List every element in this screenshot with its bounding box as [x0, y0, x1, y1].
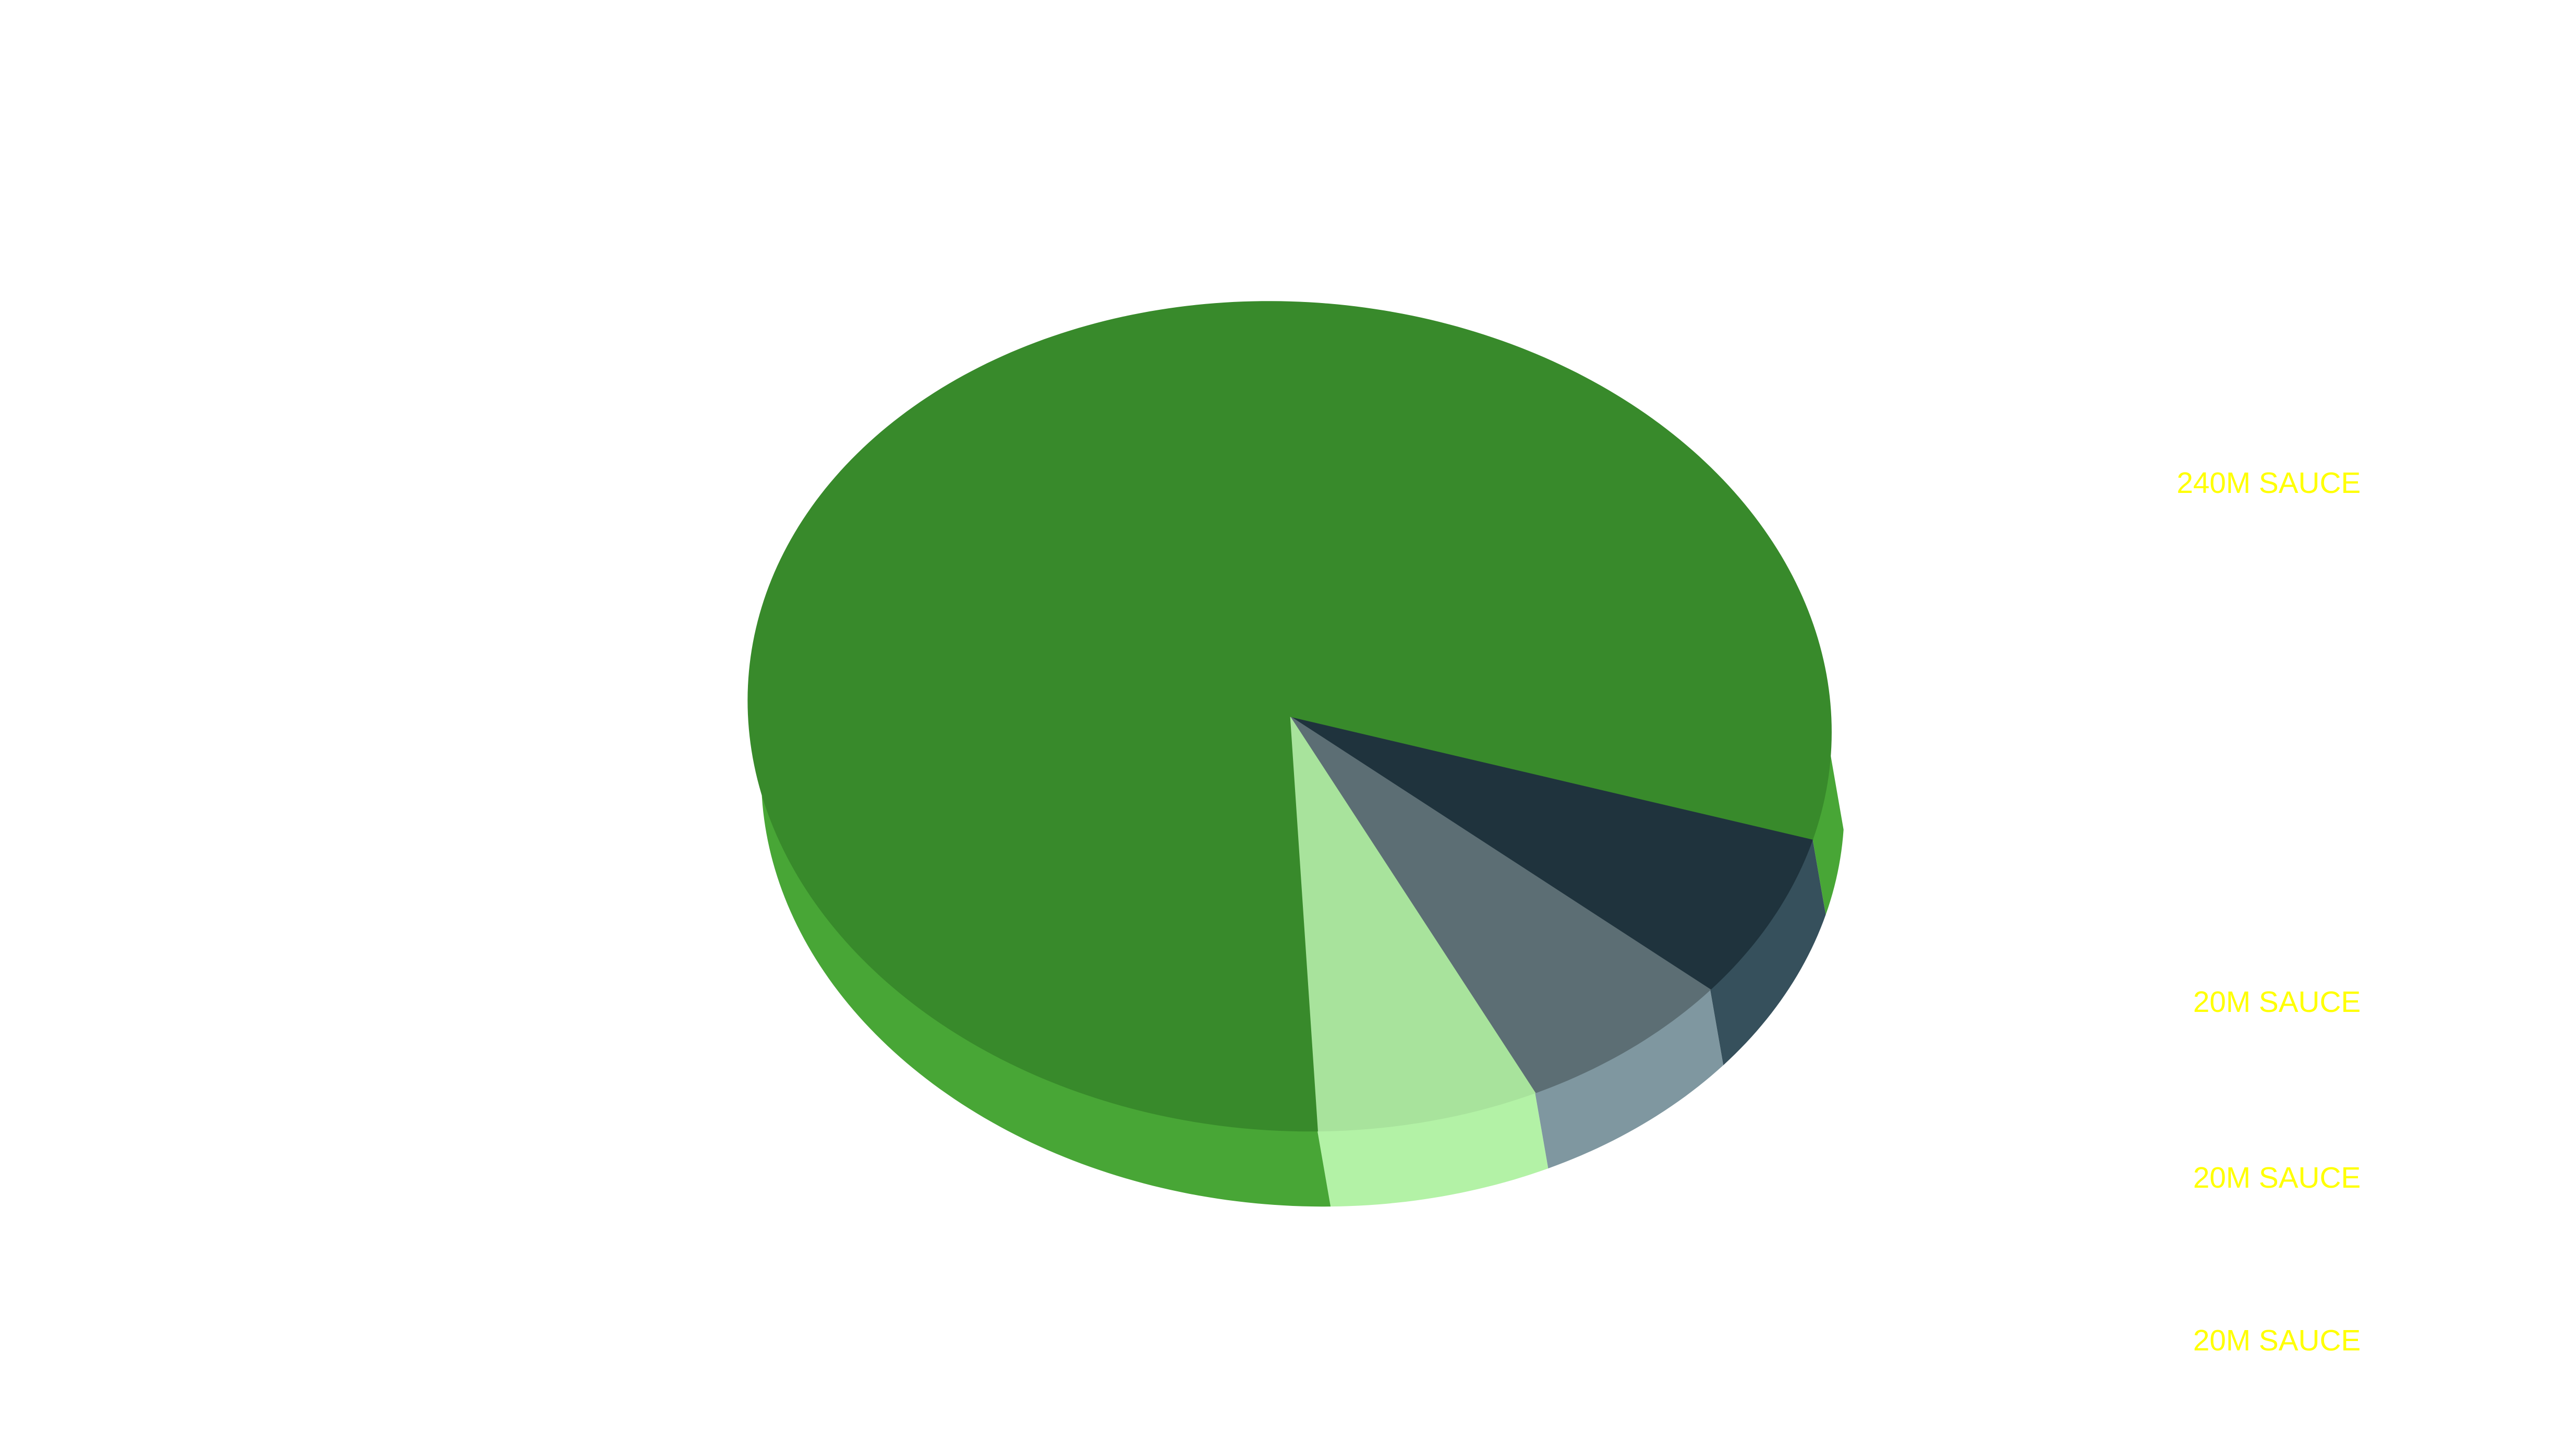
slice-3[interactable]	[1289, 714, 1536, 1132]
slice-0[interactable]	[747, 301, 1832, 1132]
slice-label-1: 20M SAUCE	[2193, 986, 2361, 1019]
slice-1[interactable]	[1289, 716, 1813, 991]
slice-label-2: 20M SAUCE	[2193, 1162, 2361, 1194]
slice-side-1	[1710, 839, 1826, 1066]
pie-tops	[747, 301, 1832, 1132]
slice-side-0	[1812, 754, 1844, 915]
slice-side-0	[748, 678, 1331, 1207]
slice-side-3	[1317, 1093, 1549, 1207]
slice-2[interactable]	[1289, 716, 1711, 1094]
slice-label-3: 20M SAUCE	[2193, 1324, 2361, 1357]
pie-sides	[748, 678, 1844, 1207]
slice-side-2	[1535, 989, 1724, 1169]
slice-label-0: 240M SAUCE	[2176, 467, 2361, 500]
legend: 240M SAUCE 20M SAUCE 20M SAUCE 20M SAUCE	[2176, 467, 2361, 1357]
